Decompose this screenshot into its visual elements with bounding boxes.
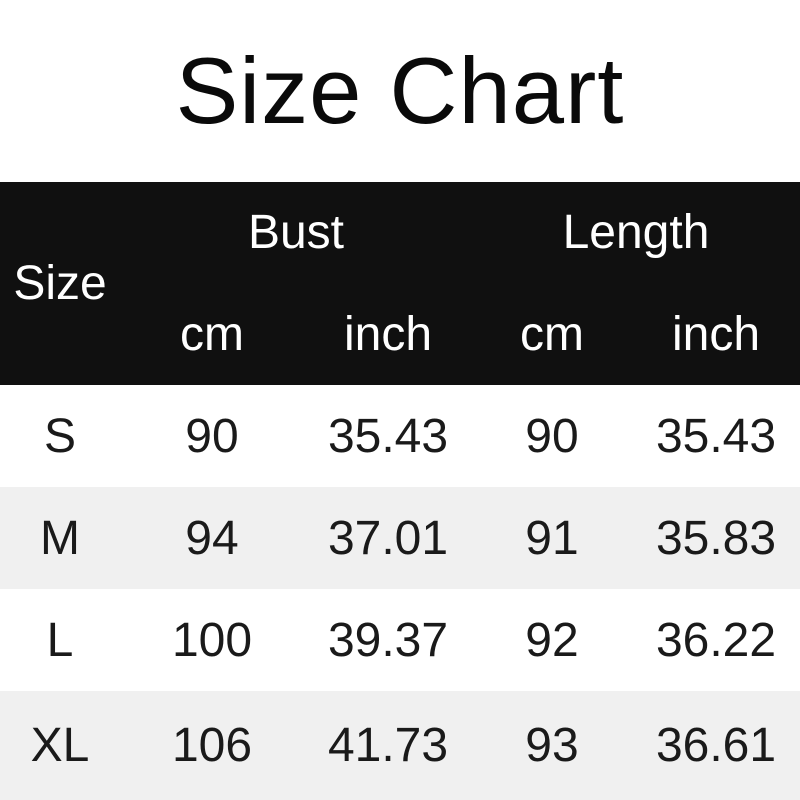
bust-cm-value: 90 (185, 409, 239, 463)
bust-cm-value: 94 (185, 511, 239, 565)
length-cm-value: 90 (525, 409, 579, 463)
length-inch-value: 35.83 (655, 511, 777, 565)
bust-inch-value: 41.73 (327, 719, 449, 772)
length-inch-value: 36.61 (655, 719, 777, 772)
bust-inch-value: 35.43 (327, 409, 449, 463)
bust-cm-value: 106 (171, 719, 253, 772)
length-cm-value: 91 (525, 511, 579, 565)
table-body: S 90 35.43 90 35.43 M 94 37.01 91 35.83 … (0, 385, 800, 800)
size-chart-table: Size Bust Length cm inch cm inch S 90 35… (0, 182, 800, 800)
bust-inch-value: 37.01 (327, 511, 449, 565)
size-label: XL (30, 719, 90, 772)
length-cm-value: 92 (525, 613, 579, 667)
length-cm-value: 93 (525, 719, 579, 772)
table-row-m: M 94 37.01 91 35.83 (0, 487, 800, 589)
length-inch-value: 36.22 (655, 613, 777, 667)
header-bust: Bust (120, 182, 472, 283)
header-unit-row: cm inch cm inch (0, 283, 800, 385)
table-header: Size Bust Length cm inch cm inch (0, 182, 800, 385)
header-group-row: Size Bust Length (0, 182, 800, 385)
table-row-s: S 90 35.43 90 35.43 (0, 385, 800, 487)
header-size: Size (0, 182, 120, 385)
size-label: L (46, 613, 74, 667)
table-row-l: L 100 39.37 92 36.22 (0, 589, 800, 691)
bust-cm-value: 100 (171, 613, 253, 667)
header-length: Length (472, 182, 800, 283)
header-bust-cm: cm (120, 283, 304, 385)
size-label: M (40, 511, 80, 565)
header-length-inch: inch (632, 283, 800, 385)
page-title: Size Chart (175, 38, 625, 143)
bust-inch-value: 39.37 (327, 613, 449, 667)
size-label: S (43, 409, 76, 463)
header-length-cm: cm (472, 283, 632, 385)
header-bust-inch: inch (304, 283, 472, 385)
table-row-xl: XL 106 41.73 93 36.61 (0, 691, 800, 800)
title-area: Size Chart (0, 0, 800, 182)
length-inch-value: 35.43 (655, 409, 777, 463)
